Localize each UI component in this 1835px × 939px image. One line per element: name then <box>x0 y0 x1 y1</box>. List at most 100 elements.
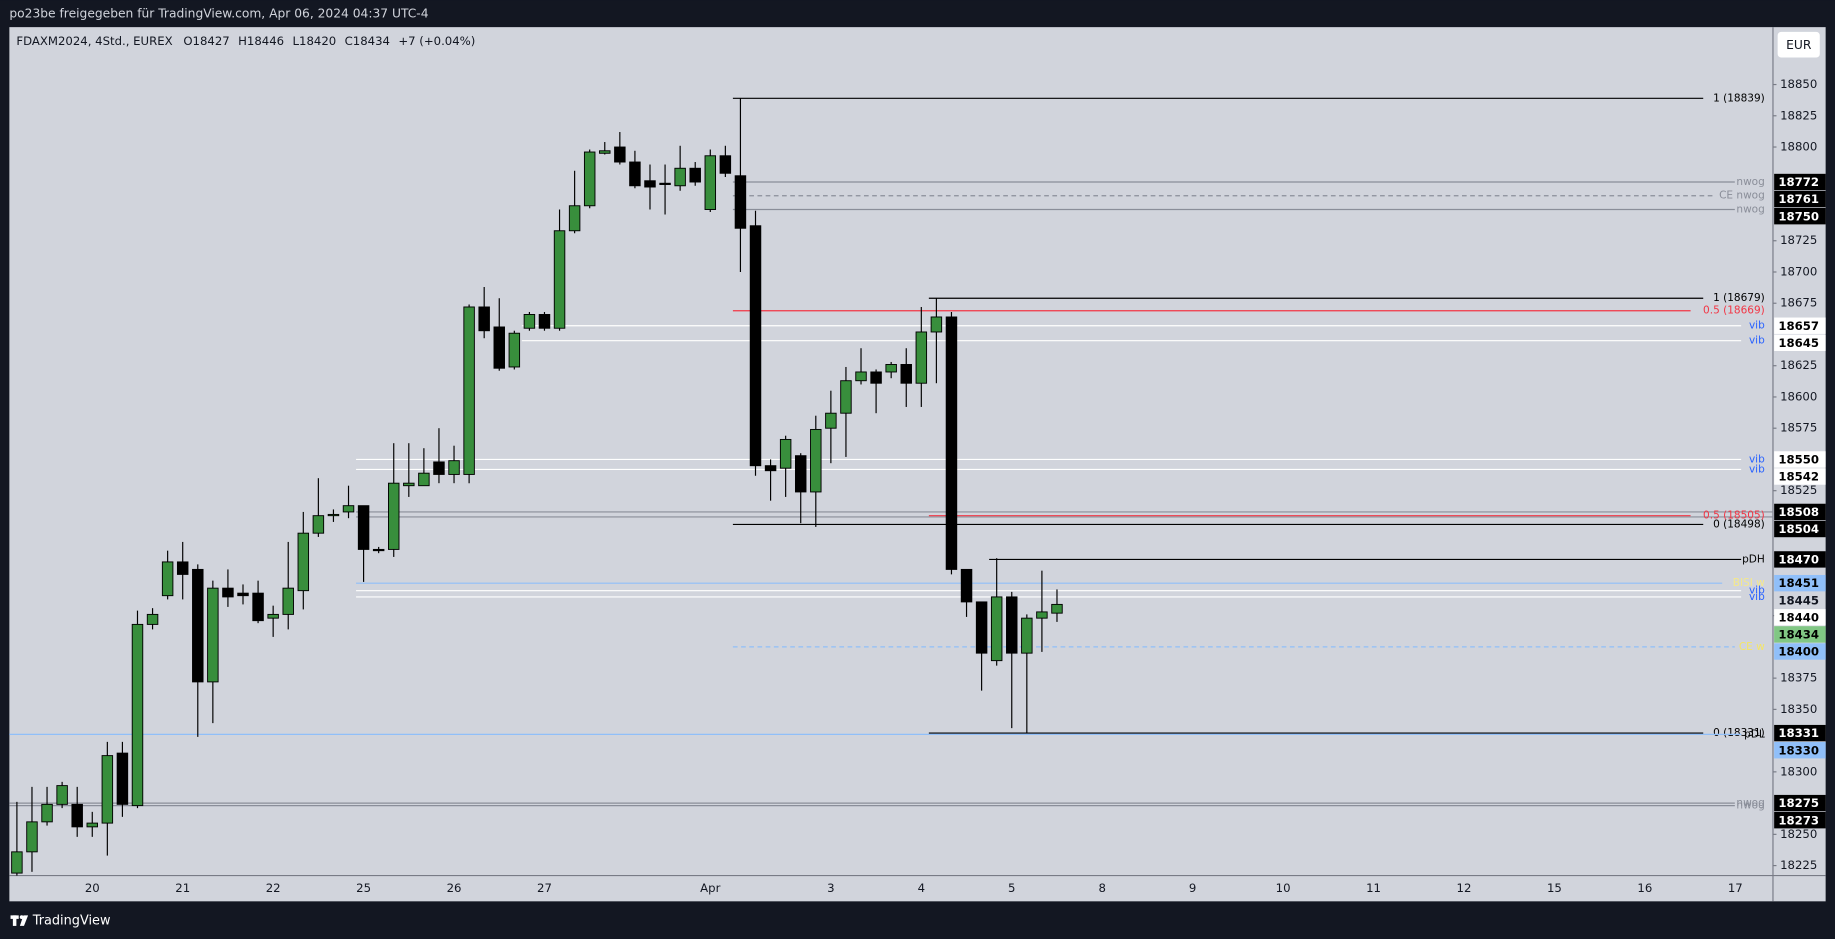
candle-body <box>161 561 174 597</box>
y-tick-label: 18800 <box>1780 140 1817 154</box>
candle-body <box>553 230 566 329</box>
level-label: vib <box>1749 463 1765 475</box>
x-tick-label: 27 <box>537 881 552 895</box>
price-tag <box>1774 812 1826 829</box>
candle-body <box>568 205 581 232</box>
candle-body <box>327 513 340 517</box>
price-tag-label: 18451 <box>1778 576 1819 590</box>
price-tags: 18772 18761 18750 18657 18645 18550 18542 18508… <box>1774 173 1826 829</box>
y-tick-label: 18675 <box>1780 296 1817 310</box>
candle-body <box>116 752 129 805</box>
price-tag-label: 18440 <box>1778 610 1819 624</box>
level-label: 0.5 (18505) <box>1703 510 1765 522</box>
y-tick-label: 18825 <box>1780 108 1817 122</box>
candle-body <box>855 371 867 382</box>
level-label: 1 (18839) <box>1713 92 1765 104</box>
x-tick-label: 15 <box>1547 881 1562 895</box>
level-label: vib <box>1749 453 1765 465</box>
legend: FDAXM2024, 4Std., EUREX O18427 H18446 L1… <box>16 34 475 48</box>
y-tick-label: 18700 <box>1780 264 1817 278</box>
x-tick-label: 4 <box>918 881 925 895</box>
candle-body <box>644 180 656 188</box>
candle-body <box>538 314 551 329</box>
level-label: vib <box>1749 335 1765 347</box>
y-tick-label: 18850 <box>1780 77 1817 91</box>
candle-body <box>1021 617 1033 654</box>
x-tick-label: 20 <box>85 881 100 895</box>
currency-label[interactable]: EUR <box>1786 38 1812 52</box>
candle-body <box>176 561 189 575</box>
symbol-title: FDAXM2024, 4Std., EUREX <box>16 34 172 48</box>
level-label: nwog <box>1736 797 1764 809</box>
candle-body <box>448 460 460 475</box>
price-tag-label: 18275 <box>1778 796 1819 810</box>
candle-body <box>297 532 310 592</box>
price-tag <box>1774 334 1826 352</box>
candle-body <box>207 587 219 683</box>
candle-body <box>41 803 53 823</box>
y-tick-label: 18625 <box>1780 358 1817 372</box>
y-tick-label: 18725 <box>1780 233 1817 247</box>
chart-background <box>9 27 1826 902</box>
price-tag-label: 18645 <box>1778 336 1819 350</box>
legend-close: C18434 <box>345 34 390 48</box>
candle-body <box>840 380 852 414</box>
price-tag <box>1774 574 1826 592</box>
candle-body <box>674 167 686 187</box>
legend-low: L18420 <box>293 34 337 48</box>
level-label: nwog <box>1736 204 1764 216</box>
level-label: pDL <box>1744 728 1765 740</box>
candle-body <box>930 316 943 333</box>
level-label: vib <box>1749 585 1765 597</box>
price-tag-label: 18400 <box>1778 645 1819 659</box>
x-tick-label: 22 <box>266 881 281 895</box>
candle-body <box>599 150 611 154</box>
candle-body <box>357 505 370 550</box>
price-tag-label: 18445 <box>1778 593 1819 607</box>
candle-body <box>403 482 415 487</box>
x-tick-label: 17 <box>1728 881 1743 895</box>
candle-body <box>222 587 234 598</box>
candle-body <box>86 822 99 828</box>
level-label: vib <box>1749 320 1765 332</box>
legend-open: O18427 <box>183 34 229 48</box>
price-tag <box>1774 609 1826 626</box>
share-header: po23be freigegeben für TradingView.com, … <box>9 7 428 21</box>
y-tick-label: 18575 <box>1780 421 1817 435</box>
candle-body <box>915 331 928 384</box>
candle-body <box>372 548 385 552</box>
level-label: 0.5 (18669) <box>1703 305 1765 317</box>
candle-body <box>960 568 973 603</box>
price-tag-label: 18434 <box>1778 628 1819 642</box>
candle-body <box>1051 603 1063 614</box>
candle-body <box>523 314 536 329</box>
price-tag <box>1774 551 1826 568</box>
level-label: 1 (18679) <box>1713 292 1765 304</box>
brand-logo <box>10 915 29 926</box>
level-label: vib <box>1749 591 1765 603</box>
price-tag <box>1774 317 1826 334</box>
candle-body <box>508 332 521 368</box>
candle-body <box>388 482 400 550</box>
legend-change: +7 (+0.04%) <box>398 34 475 48</box>
level-label: pDH <box>1742 553 1765 565</box>
x-tick-label: 3 <box>827 881 834 895</box>
candle-body <box>975 601 988 654</box>
candle-body <box>418 472 430 487</box>
x-tick-label: Apr <box>700 881 720 895</box>
x-tick-label: 5 <box>1008 881 1015 895</box>
candle-body <box>810 428 822 493</box>
level-label: CE w <box>1739 641 1765 653</box>
candle-body <box>629 161 641 187</box>
candle-body <box>583 151 596 207</box>
price-tag <box>1774 451 1826 468</box>
candle-body <box>779 438 792 469</box>
price-tag <box>1774 468 1826 485</box>
candle-body <box>1036 611 1048 619</box>
candle-body <box>900 364 912 384</box>
y-tick-label: 18525 <box>1780 483 1817 497</box>
candle-body <box>704 155 717 210</box>
currency-button[interactable] <box>1777 31 1820 58</box>
